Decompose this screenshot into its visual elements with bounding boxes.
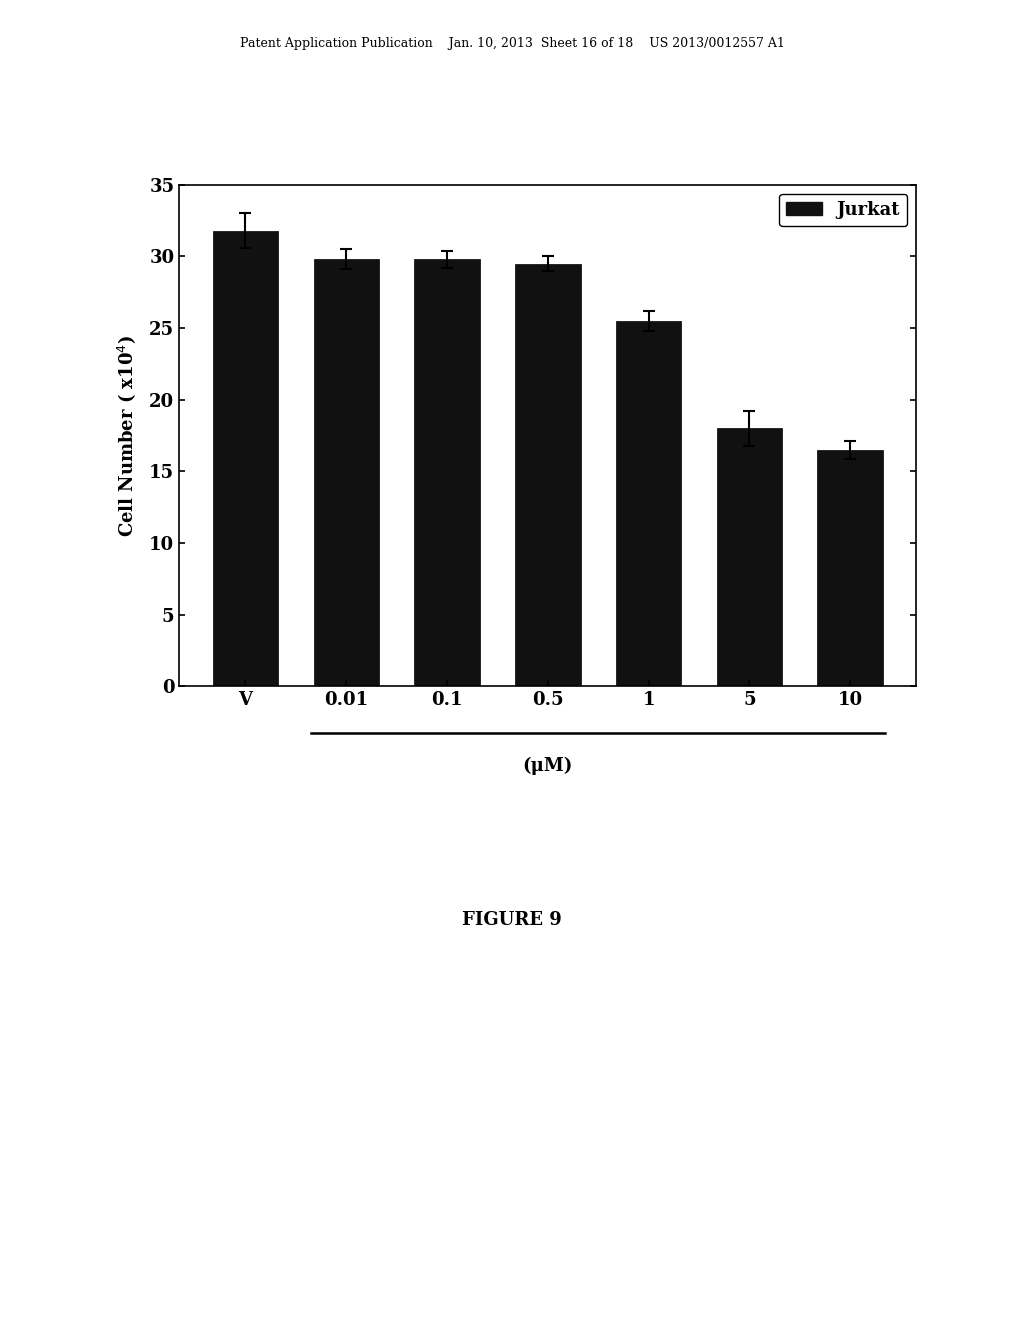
Bar [213, 231, 279, 686]
Legend: Jurkat: Jurkat [779, 194, 907, 226]
Bar [615, 321, 681, 686]
Bar [313, 259, 379, 686]
Text: FIGURE 9: FIGURE 9 [462, 911, 562, 929]
Bar [817, 450, 883, 686]
Bar [415, 259, 480, 686]
Text: (μM): (μM) [522, 756, 573, 775]
Y-axis label: Cell Number ( x10$^4$): Cell Number ( x10$^4$) [115, 334, 138, 537]
Text: Patent Application Publication    Jan. 10, 2013  Sheet 16 of 18    US 2013/00125: Patent Application Publication Jan. 10, … [240, 37, 784, 50]
Bar [717, 429, 782, 686]
Bar [515, 264, 581, 686]
